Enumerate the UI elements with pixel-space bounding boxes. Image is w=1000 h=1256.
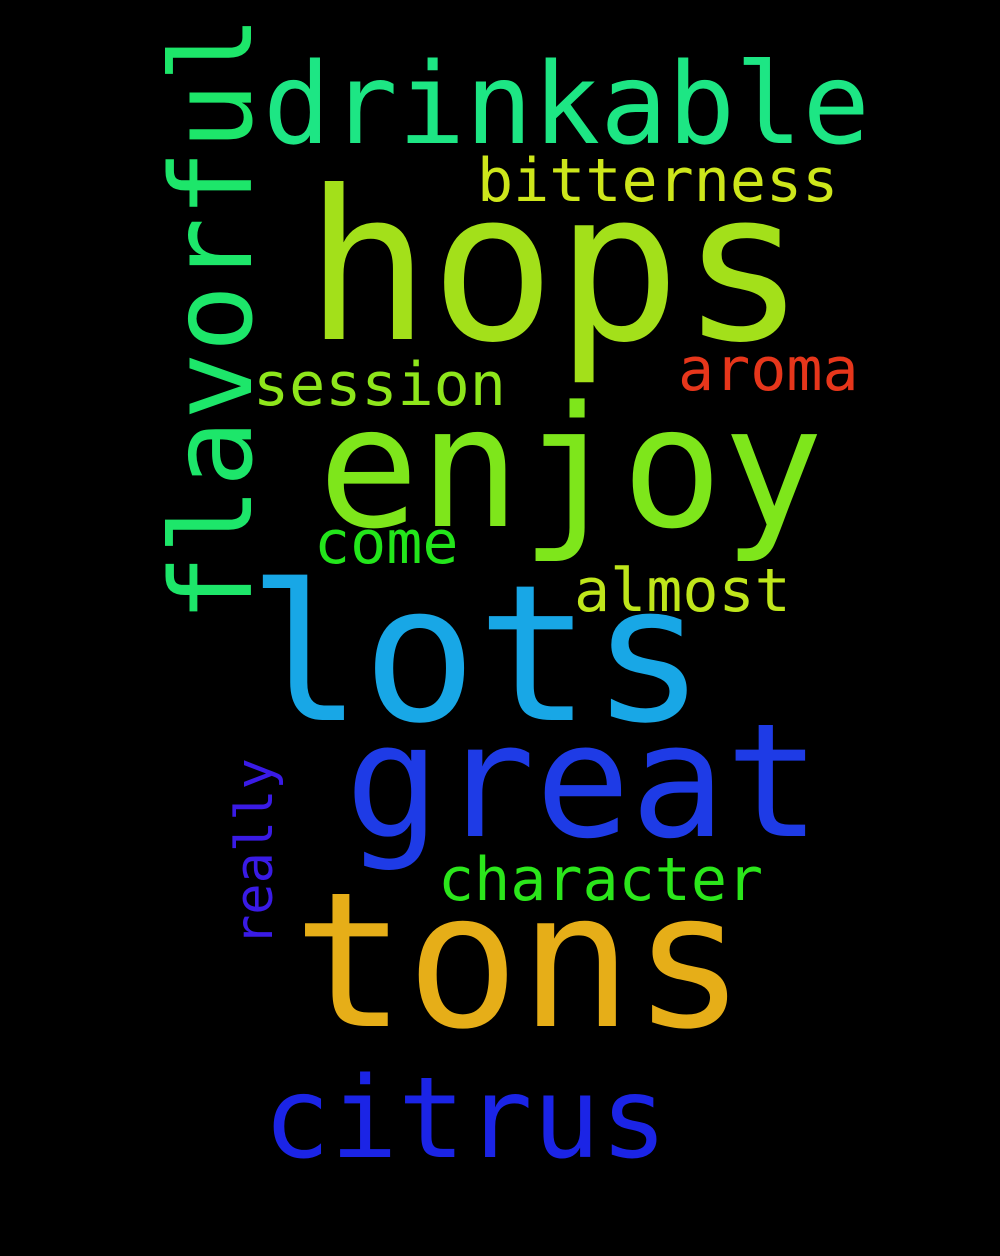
word-really: really — [225, 758, 285, 946]
word-hops: hops — [305, 147, 806, 389]
word-lots: lots — [248, 544, 706, 765]
word-almost: almost — [574, 556, 791, 626]
word-tons: tons — [293, 852, 746, 1071]
word-flavorful: flavorful — [148, 15, 278, 622]
word-enjoy: enjoy — [318, 370, 824, 566]
word-bitterness: bitterness — [477, 146, 839, 216]
word-drinkable: drinkable — [263, 40, 870, 170]
word-session: session — [253, 350, 506, 420]
word-great: great — [345, 690, 821, 874]
word-character: character — [438, 845, 764, 915]
word-citrus: citrus — [263, 1054, 668, 1184]
word-come: come — [314, 508, 459, 578]
word-aroma: aroma — [678, 335, 859, 405]
